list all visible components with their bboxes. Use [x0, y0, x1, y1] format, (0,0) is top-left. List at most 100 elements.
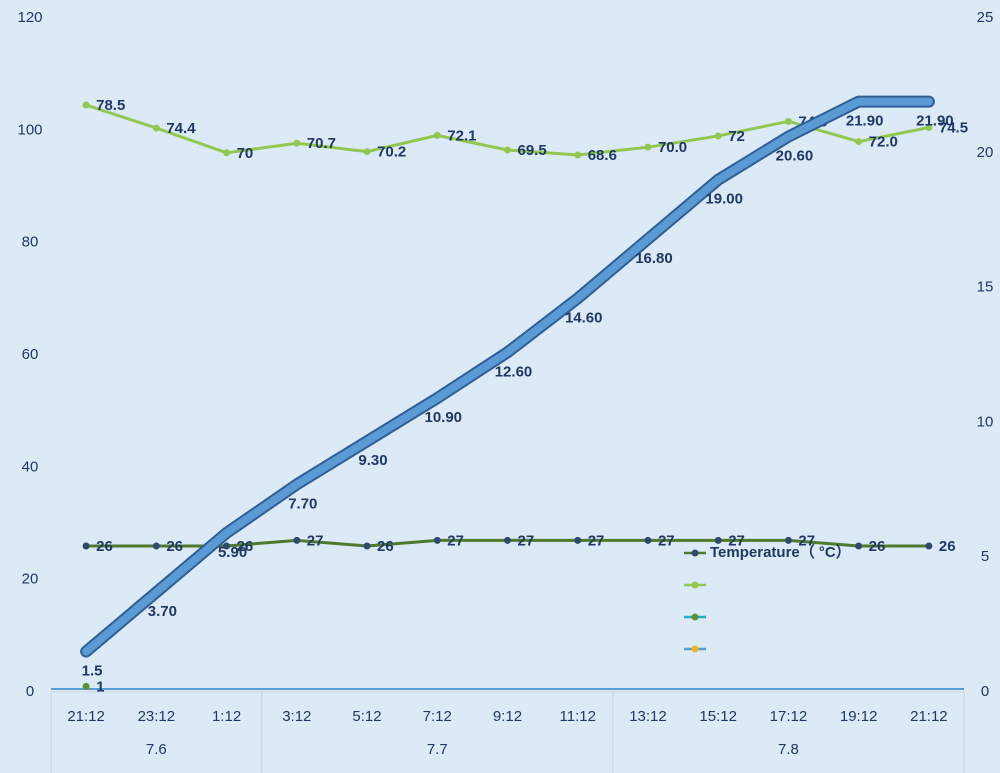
x-tick-label: 11:12 — [560, 708, 596, 725]
point — [644, 143, 652, 151]
data-label: 9.30 — [358, 452, 387, 469]
point — [433, 131, 441, 139]
data-label: 20.60 — [776, 148, 814, 165]
data-label: 1.5 — [82, 663, 103, 680]
legend-marker — [691, 613, 699, 621]
x-tick-label: 1:12 — [212, 708, 241, 725]
point — [504, 536, 511, 544]
point — [714, 132, 722, 140]
y-tick-label: 40 — [22, 458, 39, 475]
point — [82, 542, 90, 550]
x-tick-label: 9:12 — [493, 708, 522, 725]
data-label: 27 — [728, 532, 745, 549]
x-tick-label: 19:12 — [840, 708, 878, 725]
point — [784, 117, 792, 125]
x-tick-label: 5:12 — [352, 708, 381, 725]
data-label: 5.90 — [218, 544, 247, 561]
point — [152, 542, 160, 550]
data-label: 68.6 — [588, 147, 617, 164]
legend-marker — [691, 549, 699, 557]
x-tick-label: 21:12 — [67, 708, 105, 725]
data-label: 26 — [96, 538, 113, 555]
y2-tick-label: 5 — [981, 548, 989, 565]
group-label: 7.6 — [146, 741, 167, 758]
y2-tick-label: 0 — [981, 683, 989, 700]
data-label: 16.80 — [635, 250, 673, 267]
data-label: 26 — [237, 538, 254, 555]
point — [82, 101, 90, 109]
x-tick-label: 7:12 — [423, 708, 452, 725]
point — [223, 542, 231, 550]
data-label: 3.70 — [148, 603, 177, 620]
point — [925, 542, 933, 550]
data-label: 10.90 — [424, 409, 462, 426]
y2-tick-label: 20 — [977, 144, 994, 161]
data-label: 78.5 — [96, 97, 125, 114]
point — [152, 124, 160, 132]
data-label: 26 — [166, 538, 183, 555]
data-label: 27 — [658, 532, 675, 549]
data-label: 27 — [518, 532, 535, 549]
x-tick-label: 15:12 — [699, 708, 737, 725]
point — [855, 138, 863, 146]
y2-tick-label: 25 — [977, 9, 994, 26]
data-label: 26 — [869, 538, 886, 555]
point — [363, 148, 371, 156]
data-label: 19.00 — [705, 191, 743, 208]
data-label: 72.1 — [447, 127, 476, 144]
y-tick-label: 0 — [26, 683, 34, 700]
data-label: 26 — [377, 538, 394, 555]
data-label: 27 — [447, 532, 464, 549]
x-tick-label: 17:12 — [770, 708, 808, 725]
y2-tick-label: 15 — [977, 279, 994, 296]
data-label: 26 — [939, 538, 956, 555]
point — [574, 151, 582, 159]
data-label: 70.7 — [307, 135, 336, 152]
data-label: 27 — [588, 532, 605, 549]
point — [714, 536, 722, 544]
data-label: 69.5 — [518, 142, 547, 159]
point — [433, 536, 441, 544]
legend-label: Temperature（ °C） — [710, 543, 851, 561]
point — [293, 139, 301, 147]
point — [504, 146, 511, 154]
point — [363, 542, 371, 550]
y-tick-label: 80 — [22, 234, 39, 251]
group-label: 7.8 — [778, 741, 799, 758]
legend-marker — [691, 581, 699, 589]
data-label: 72 — [728, 128, 745, 145]
x-tick-label: 13:12 — [629, 708, 667, 725]
y-tick-label: 120 — [17, 9, 42, 26]
y-tick-label: 20 — [22, 571, 39, 588]
point — [784, 536, 792, 544]
y2-tick-label: 10 — [977, 413, 994, 430]
point — [223, 149, 231, 157]
data-label: 27 — [798, 532, 815, 549]
point — [855, 542, 863, 550]
y-tick-label: 60 — [22, 346, 39, 363]
point — [82, 682, 90, 690]
data-label: 70 — [237, 145, 254, 162]
legend-marker — [691, 645, 699, 653]
data-label: 12.60 — [495, 363, 533, 380]
data-label: 70.2 — [377, 144, 406, 161]
point — [574, 536, 582, 544]
data-label: 74.4 — [166, 120, 196, 137]
y-tick-label: 100 — [17, 121, 42, 138]
data-label: 70.0 — [658, 139, 687, 156]
point — [644, 536, 652, 544]
data-label: 72.0 — [869, 134, 898, 151]
data-label: 74.5 — [939, 119, 968, 136]
data-label: 7.70 — [288, 495, 317, 512]
data-label: 21.90 — [916, 113, 954, 130]
point — [925, 124, 933, 132]
x-tick-label: 23:12 — [138, 708, 176, 725]
x-tick-label: 21:12 — [910, 708, 948, 725]
data-label: 27 — [307, 532, 324, 549]
series-line — [82, 97, 933, 656]
data-label: 1 — [96, 678, 104, 695]
point — [293, 536, 301, 544]
data-label: 21.90 — [846, 113, 884, 130]
x-tick-label: 3:12 — [282, 708, 311, 725]
